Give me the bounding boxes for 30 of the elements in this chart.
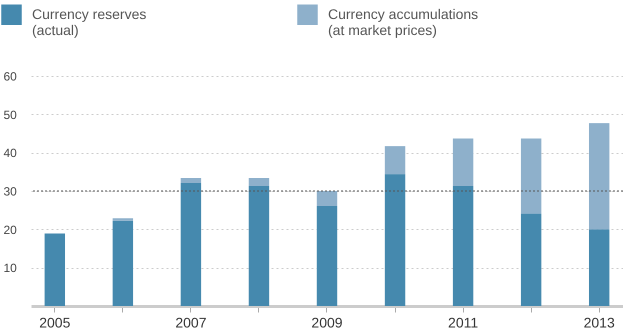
bar bbox=[452, 138, 474, 186]
bar bbox=[316, 206, 338, 306]
x-tick-label: 2007 bbox=[175, 314, 207, 330]
legend-label: Currency accumulations (at market prices) bbox=[328, 6, 478, 38]
bar bbox=[588, 229, 610, 306]
bar bbox=[248, 178, 270, 186]
bar bbox=[112, 220, 134, 306]
y-tick-label: 40 bbox=[4, 146, 18, 160]
bar bbox=[180, 178, 202, 183]
bar bbox=[520, 138, 542, 214]
x-tick-label: 2011 bbox=[448, 314, 478, 330]
y-tick-label: 50 bbox=[4, 108, 18, 122]
x-tick-label: 2013 bbox=[584, 314, 615, 330]
bar bbox=[112, 218, 134, 221]
bar bbox=[452, 186, 474, 306]
x-tick-label: 2009 bbox=[311, 314, 343, 330]
y-tick-label: 10 bbox=[4, 261, 18, 276]
bar bbox=[384, 146, 406, 174]
bar bbox=[180, 182, 202, 306]
bar bbox=[520, 214, 542, 306]
y-tick-label: 60 bbox=[4, 70, 18, 84]
bar bbox=[44, 234, 66, 306]
bar bbox=[248, 186, 270, 306]
y-tick-label: 20 bbox=[4, 222, 18, 237]
bar bbox=[588, 123, 610, 230]
x-tick-label: 2005 bbox=[39, 314, 71, 330]
legend-label: Currency reserves (actual) bbox=[32, 6, 146, 38]
y-tick-label: 30 bbox=[4, 184, 18, 198]
bar bbox=[316, 191, 338, 206]
bar bbox=[384, 174, 406, 306]
